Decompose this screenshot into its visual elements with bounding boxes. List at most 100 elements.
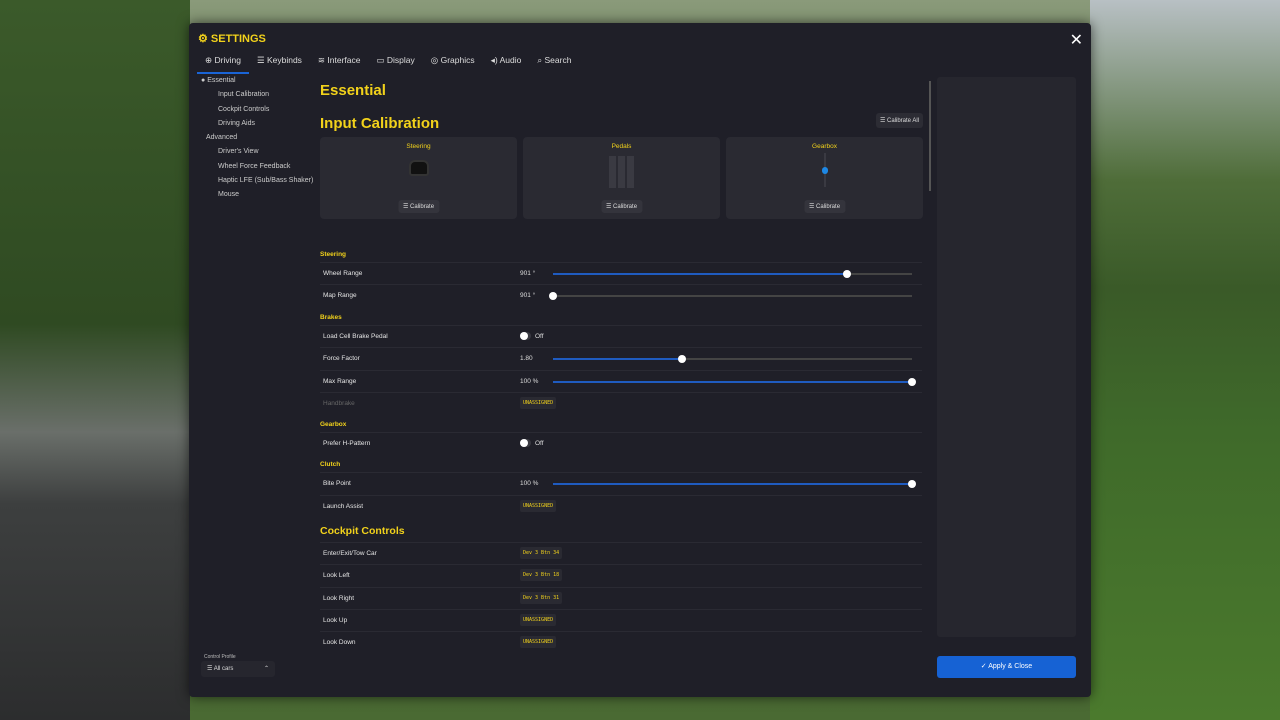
calibrate-pedals-button[interactable]: ☰ Calibrate bbox=[600, 200, 643, 213]
row-force-factor: Force Factor 1.80 bbox=[320, 347, 922, 369]
slider-fill bbox=[553, 358, 683, 360]
sidebar-item-label: Haptic LFE (Sub/Bass Shaker) bbox=[218, 177, 314, 185]
apply-close-button[interactable]: ✓ Apply & Close bbox=[937, 656, 1076, 678]
calibrate-gearbox-button[interactable]: ☰ Calibrate bbox=[803, 200, 846, 213]
graphics-icon: ◎ bbox=[430, 55, 439, 65]
page-title: Essential bbox=[320, 82, 386, 99]
tab-label: Interface bbox=[327, 55, 361, 65]
setting-label: Bite Point bbox=[323, 480, 351, 487]
sidebar-item-label: Input Calibration bbox=[218, 91, 269, 99]
tab-label: Search bbox=[544, 55, 572, 65]
setting-label: Prefer H-Pattern bbox=[323, 440, 371, 447]
keybind-button[interactable]: UNASSIGNED bbox=[520, 636, 557, 648]
sidebar-item-haptic-lfe-sub-bass-shaker-[interactable]: Haptic LFE (Sub/Bass Shaker) bbox=[201, 177, 313, 191]
sidebar-item-cockpit-controls[interactable]: Cockpit Controls bbox=[201, 106, 313, 120]
keybind-button[interactable]: UNASSIGNED bbox=[520, 614, 557, 626]
setting-label: Handbrake bbox=[323, 400, 355, 407]
card-title: Gearbox bbox=[812, 143, 837, 150]
row-h-pattern: Prefer H-Pattern Off bbox=[320, 432, 922, 454]
toggle-state: Off bbox=[535, 333, 544, 340]
slider-handle[interactable] bbox=[908, 480, 916, 488]
section-steering: Steering bbox=[320, 251, 347, 258]
h-pattern-toggle[interactable] bbox=[520, 439, 531, 447]
slider-handle[interactable] bbox=[549, 292, 557, 300]
setting-label: Load Cell Brake Pedal bbox=[323, 333, 388, 340]
interface-icon: ≋ bbox=[317, 55, 326, 65]
tab-label: Audio bbox=[499, 55, 522, 65]
sidebar-item-mouse[interactable]: Mouse bbox=[201, 191, 313, 205]
gear-icon: ⚙ bbox=[198, 33, 208, 45]
calibrate-steering-button[interactable]: ☰ Calibrate bbox=[397, 200, 440, 213]
row-map-range: Map Range 901 ° bbox=[320, 284, 922, 306]
sidebar-item-label: Cockpit Controls bbox=[218, 105, 270, 113]
sidebar-item-wheel-force-feedback[interactable]: Wheel Force Feedback bbox=[201, 163, 313, 177]
slider-handle[interactable] bbox=[908, 378, 916, 386]
tab-audio[interactable]: ◂) Audio bbox=[483, 51, 530, 74]
setting-value: 100 % bbox=[520, 480, 539, 487]
row-look-left: Look Left Dev 3 Btn 18 bbox=[320, 564, 922, 586]
row-look-right: Look Right Dev 3 Btn 31 bbox=[320, 587, 922, 609]
keybind-button[interactable]: UNASSIGNED bbox=[520, 500, 557, 512]
keybind-button[interactable]: Dev 3 Btn 34 bbox=[520, 547, 563, 559]
audio-icon: ◂) bbox=[490, 55, 498, 65]
section-brakes: Brakes bbox=[320, 314, 342, 321]
list-icon: ☰ bbox=[207, 666, 214, 672]
load-cell-toggle[interactable] bbox=[520, 332, 531, 340]
settings-dialog: ⚙ SETTINGS ✕ ⊕ Driving ☰ Keybinds ≋ Interfa… bbox=[189, 23, 1091, 697]
slider-fill bbox=[553, 381, 912, 383]
keybind-button[interactable]: UNASSIGNED bbox=[520, 397, 557, 409]
sidebar-item-advanced[interactable]: Advanced bbox=[201, 134, 313, 148]
close-button[interactable]: ✕ bbox=[1069, 32, 1083, 49]
setting-label: Look Left bbox=[323, 572, 350, 579]
keybind-button[interactable]: Dev 3 Btn 31 bbox=[520, 592, 563, 604]
setting-label: Launch Assist bbox=[323, 503, 364, 510]
tab-search[interactable]: ⌕ Search bbox=[529, 51, 579, 74]
tab-label: Keybinds bbox=[266, 55, 302, 65]
sidebar-item-driving-aids[interactable]: Driving Aids bbox=[201, 120, 313, 134]
wheel-range-slider[interactable] bbox=[553, 270, 912, 278]
slider-handle[interactable] bbox=[678, 355, 687, 363]
control-profile-value: All cars bbox=[213, 666, 234, 672]
section-cockpit-controls: Cockpit Controls bbox=[320, 525, 405, 537]
row-wheel-range: Wheel Range 901 ° bbox=[320, 262, 922, 284]
force-factor-slider[interactable] bbox=[553, 355, 912, 363]
bite-point-slider[interactable] bbox=[553, 480, 916, 488]
setting-label: Map Range bbox=[323, 292, 357, 299]
settings-content: Essential Input Calibration ☰ Calibrate … bbox=[320, 78, 925, 648]
setting-label: Look Down bbox=[323, 639, 356, 646]
sidebar-item-essential[interactable]: ● Essential bbox=[201, 77, 313, 91]
tab-label: Display bbox=[386, 55, 415, 65]
driving-icon: ⊕ bbox=[205, 55, 213, 65]
card-title: Steering bbox=[406, 143, 431, 150]
sidebar-item-driver-s-view[interactable]: Driver's View bbox=[201, 148, 313, 162]
setting-value: 1.80 bbox=[520, 355, 533, 362]
row-bite-point: Bite Point 100 % bbox=[320, 472, 922, 494]
keybind-button[interactable]: Dev 3 Btn 18 bbox=[520, 569, 563, 581]
control-profile-select[interactable]: ☰ All cars ⌃ bbox=[201, 661, 275, 677]
steering-wheel-icon bbox=[408, 160, 429, 176]
pedal-bars-icon bbox=[608, 156, 635, 188]
section-clutch: Clutch bbox=[320, 461, 341, 468]
card-title: Pedals bbox=[611, 143, 632, 150]
tab-label: Driving bbox=[214, 55, 241, 65]
tab-driving[interactable]: ⊕ Driving bbox=[197, 51, 249, 74]
background-scenery-right bbox=[1090, 0, 1280, 720]
scrollbar[interactable] bbox=[929, 81, 931, 191]
calibrate-all-button[interactable]: ☰ Calibrate All bbox=[875, 113, 923, 128]
map-range-slider[interactable] bbox=[549, 292, 912, 300]
sidebar-item-label: Driver's View bbox=[218, 148, 259, 156]
setting-label: Max Range bbox=[323, 378, 357, 385]
tab-keybinds[interactable]: ☰ Keybinds bbox=[249, 51, 310, 74]
tab-interface[interactable]: ≋ Interface bbox=[310, 51, 369, 74]
chevron-up-icon: ⌃ bbox=[263, 666, 269, 672]
row-launch-assist: Launch Assist UNASSIGNED bbox=[320, 495, 922, 517]
row-look-up: Look Up UNASSIGNED bbox=[320, 609, 922, 631]
sidebar-item-input-calibration[interactable]: Input Calibration bbox=[201, 91, 313, 105]
max-range-slider[interactable] bbox=[553, 378, 916, 386]
tab-display[interactable]: ▭ Display bbox=[369, 51, 423, 74]
display-icon: ▭ bbox=[376, 55, 385, 65]
slider-fill bbox=[553, 483, 912, 485]
tab-graphics[interactable]: ◎ Graphics bbox=[423, 51, 483, 74]
slider-handle[interactable] bbox=[843, 270, 852, 278]
sidebar-item-label: Driving Aids bbox=[218, 119, 255, 127]
